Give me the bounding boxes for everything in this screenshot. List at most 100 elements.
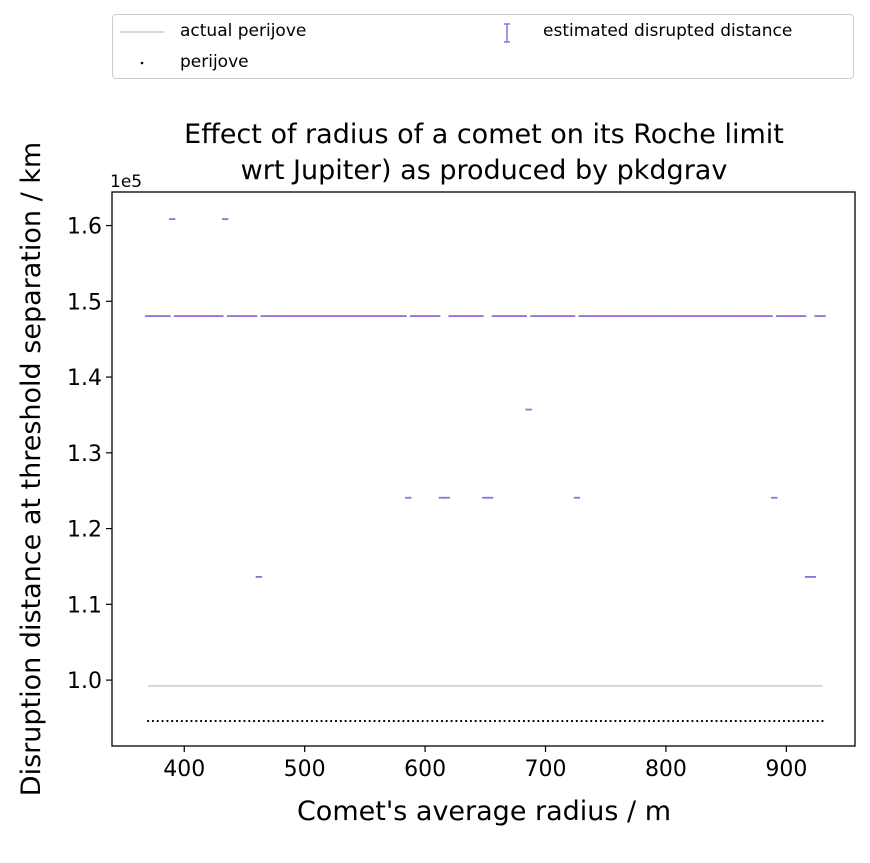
perijove-point (383, 719, 386, 723)
perijove-point (599, 719, 603, 723)
perijove-point (354, 719, 357, 723)
perijove-point (421, 719, 424, 723)
perijove-point (662, 719, 665, 723)
perijove-point (455, 719, 458, 723)
perijove-point (594, 719, 598, 723)
perijove-point (325, 719, 328, 723)
perijove-point (513, 719, 516, 723)
perijove-point (590, 719, 593, 723)
perijove-point (436, 719, 439, 723)
perijove-point (778, 719, 781, 723)
perijove-point (753, 719, 757, 723)
axes: 400 500 600 700 800 900 1.0 1.1 1.2 1.3 1.4 1.5 1.6 (67, 215, 807, 782)
legend-errorbar-swatch (504, 23, 510, 43)
perijove-point (166, 719, 169, 723)
x-tick-label: 900 (765, 757, 807, 782)
perijove-point (291, 719, 294, 723)
plot-area (144, 218, 826, 723)
x-tick-label: 700 (525, 757, 567, 782)
perijove-point (368, 719, 371, 723)
perijove-point (614, 719, 617, 723)
perijove-point (638, 719, 641, 723)
perijove-point (151, 719, 155, 723)
perijove-point (758, 719, 761, 723)
perijove-point (363, 719, 366, 723)
perijove-point (219, 719, 222, 723)
perijove-point (286, 719, 289, 723)
perijove-point (296, 719, 299, 723)
y-axis-label: Disruption distance at threshold separat… (16, 142, 47, 796)
perijove-point (378, 719, 381, 723)
perijove-point (407, 719, 410, 723)
perijove-point (575, 719, 578, 723)
perijove-point (792, 719, 795, 723)
y-tick-label: 1.6 (67, 215, 102, 240)
legend-label-perijove: perijove (180, 52, 249, 72)
plot-frame (111, 191, 856, 747)
perijove-point (681, 719, 684, 723)
perijove-point (416, 719, 419, 723)
perijove-point (180, 719, 183, 723)
perijove-point (228, 719, 232, 723)
perijove-point (257, 719, 261, 723)
perijove-point (532, 719, 535, 723)
perijove-point (551, 719, 554, 723)
perijove-point (503, 719, 506, 723)
perijove-point (537, 719, 540, 723)
legend-label-estimated-disrupted-distance: estimated disrupted distance (543, 21, 793, 41)
perijove-point (397, 719, 400, 723)
perijove-point (647, 719, 651, 723)
legend-item-actual-perijove: actual perijove (120, 21, 306, 46)
perijove-point (489, 719, 492, 723)
perijove-point (542, 719, 545, 723)
perijove-point (493, 719, 497, 723)
x-tick-label: 500 (284, 757, 326, 782)
perijove-point (248, 719, 251, 723)
perijove-point (749, 719, 752, 723)
perijove-point (450, 719, 453, 723)
perijove-point (402, 719, 405, 723)
perijove-point (349, 719, 352, 723)
perijove-point (310, 719, 313, 723)
legend-line-swatch (120, 31, 164, 33)
perijove-point (546, 719, 550, 723)
legend-label-actual-perijove: actual perijove (180, 21, 307, 41)
perijove-point (330, 719, 333, 723)
x-axis-label: Comet's average radius / m (297, 796, 671, 827)
perijove-point (334, 719, 338, 723)
y-tick-label: 1.0 (67, 669, 102, 694)
perijove-point (301, 719, 304, 723)
legend: actual perijove perijove estimated disru… (112, 14, 854, 79)
perijove-point (787, 719, 790, 723)
perijove-point (156, 719, 159, 723)
y-offset-label: 1e5 (110, 172, 142, 192)
perijove-point (686, 719, 689, 723)
perijove-point (556, 719, 559, 723)
perijove-point (195, 719, 198, 723)
perijove-point (431, 719, 434, 723)
perijove-point (734, 719, 737, 723)
perijove-point (281, 719, 285, 723)
perijove-point (484, 719, 487, 723)
perijove-point (657, 719, 660, 723)
perijove-point (517, 719, 521, 723)
perijove-point (773, 719, 776, 723)
perijove-point (272, 719, 275, 723)
perijove-point (392, 719, 395, 723)
perijove-point (387, 719, 391, 723)
perijove-point (667, 719, 670, 723)
perijove-point (243, 719, 246, 723)
perijove-point (344, 719, 347, 723)
perijove-point (715, 719, 718, 723)
perijove-point (161, 719, 164, 723)
y-tick-label: 1.1 (67, 593, 102, 618)
perijove-point (561, 719, 564, 723)
perijove-point (320, 719, 323, 723)
perijove-point (619, 719, 622, 723)
perijove-point (464, 719, 468, 723)
perijove-point (190, 719, 193, 723)
perijove-point (209, 719, 212, 723)
perijove-point (821, 719, 824, 723)
perijove-point (175, 719, 179, 723)
perijove-point (479, 719, 482, 723)
